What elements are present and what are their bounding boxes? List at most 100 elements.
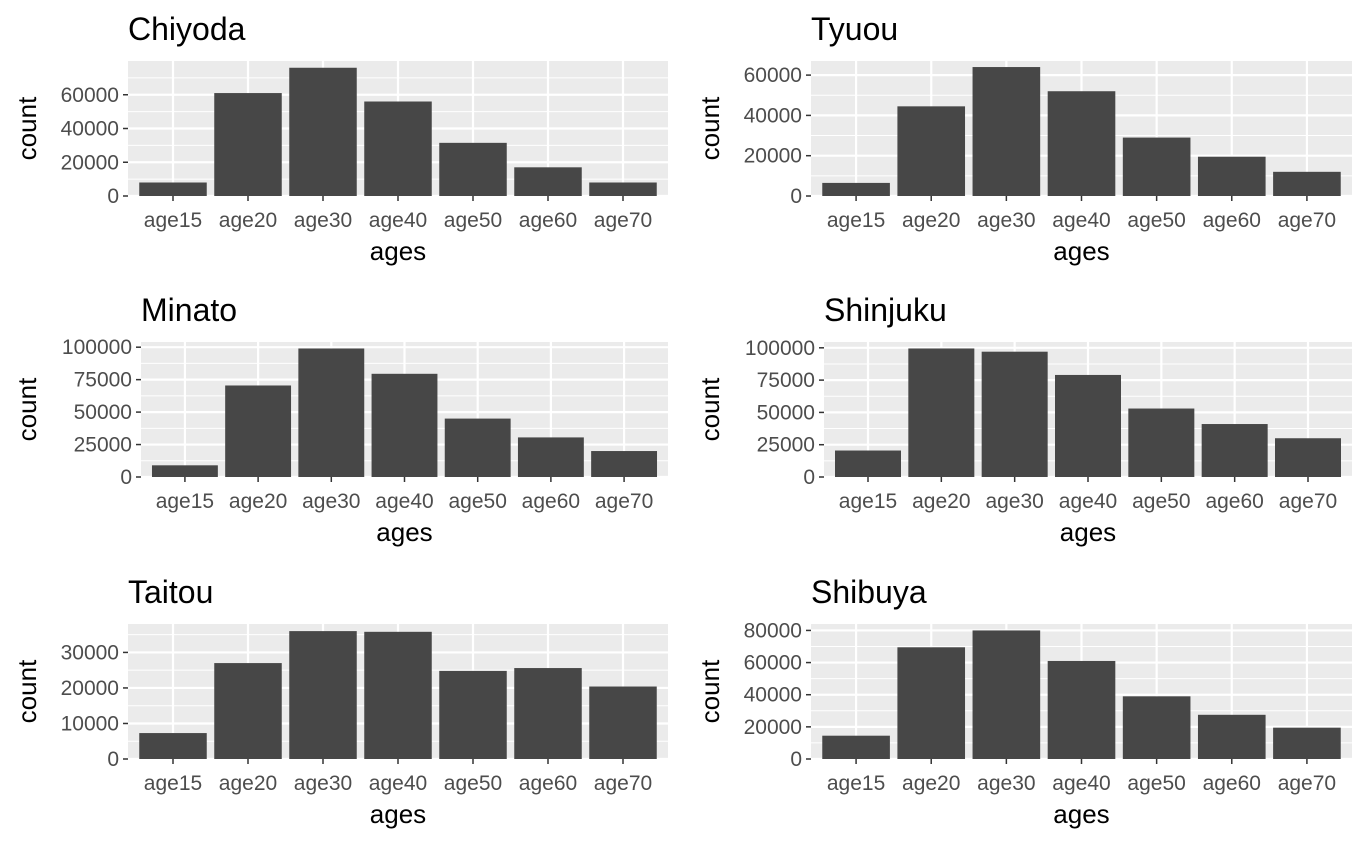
bar-age20 [897,106,966,196]
y-tick-label: 40000 [61,118,119,141]
bar-age50 [1122,137,1191,196]
bar-age20 [214,93,282,196]
bar-age70 [1273,727,1341,759]
x-tick-label: age15 [144,209,202,232]
y-axis-title: count [695,659,725,723]
x-tick-label: age30 [985,490,1043,513]
x-axis-title: ages [1060,517,1116,547]
x-tick-label: age20 [219,772,277,795]
panel-title: Chiyoda [128,11,246,47]
bar-age15 [139,182,207,196]
bar-age30 [972,630,1041,759]
bar-age30 [972,67,1041,197]
x-axis-title: ages [1053,236,1109,266]
y-tick-label: 60000 [744,652,802,675]
x-tick-label: age60 [1205,490,1263,513]
bar-age20 [225,385,292,477]
x-tick-label: age30 [977,772,1035,795]
x-tick-label: age60 [519,209,577,232]
x-tick-label: age20 [912,490,970,513]
bar-age15 [822,735,890,759]
x-tick-label: age50 [444,772,502,795]
y-tick-label: 10000 [61,712,119,735]
x-tick-label: age40 [1052,772,1110,795]
x-tick-label: age30 [302,490,360,513]
x-tick-label: age40 [369,772,427,795]
bar-age50 [444,418,511,477]
bar-age20 [897,647,966,759]
x-tick-label: age30 [294,209,352,232]
panel-shinjuku: Shinjuku 0 25000 50000 75000 100000 age15 age20… [695,292,1352,547]
panel-title: Minato [141,292,237,328]
y-tick-label: 40000 [744,684,802,707]
x-tick-label: age60 [519,772,577,795]
y-tick-label: 20000 [61,677,119,700]
panel-tyuou: Tyuou 0 20000 40000 60000 age15 age20 age30 age4… [695,11,1352,266]
x-tick-label: age15 [144,772,202,795]
bar-age70 [589,686,657,759]
x-tick-label: age15 [839,490,897,513]
y-tick-label: 50000 [757,401,815,424]
bar-age40 [1055,374,1121,477]
bar-age30 [298,348,365,477]
bar-age70 [1275,438,1341,477]
x-axis-title: ages [370,236,426,266]
y-tick-label: 0 [790,185,802,208]
y-tick-label: 0 [107,185,119,208]
x-tick-label: age15 [156,490,214,513]
panel-shibuya: Shibuya 0 20000 40000 60000 80000 age15 age20 ag… [695,574,1352,829]
x-axis-title: ages [370,799,426,829]
y-tick-label: 0 [803,466,815,489]
x-tick-label: age20 [902,772,960,795]
bar-age60 [1197,156,1266,196]
y-tick-label: 50000 [74,401,132,424]
bar-age60 [514,668,582,759]
x-tick-label: age40 [369,209,427,232]
y-tick-label: 60000 [61,84,119,107]
bar-age50 [439,670,507,759]
y-tick-label: 25000 [74,434,132,457]
x-axis-title: ages [376,517,432,547]
y-tick-label: 20000 [744,716,802,739]
y-axis-title: count [695,96,725,160]
y-tick-label: 30000 [61,641,119,664]
y-tick-label: 100000 [745,337,815,360]
x-tick-label: age70 [594,772,652,795]
bar-age50 [439,142,507,196]
y-tick-label: 25000 [757,434,815,457]
bar-age30 [289,67,357,196]
bar-age40 [364,101,432,196]
x-tick-label: age30 [977,209,1035,232]
x-tick-label: age50 [1127,209,1185,232]
bar-age50 [1128,408,1195,477]
x-tick-label: age50 [1132,490,1190,513]
x-tick-label: age70 [1279,490,1337,513]
bar-age20 [908,348,975,477]
bar-age60 [1201,424,1268,477]
y-axis-title: count [695,377,725,441]
x-tick-label: age60 [1203,209,1261,232]
y-tick-label: 80000 [744,619,802,642]
y-axis-title: count [12,659,42,723]
bar-age70 [1273,171,1341,196]
y-axis-title: count [12,377,42,441]
x-tick-label: age40 [1052,209,1110,232]
bar-age60 [517,437,584,477]
x-tick-label: age40 [1059,490,1117,513]
y-tick-label: 40000 [744,104,802,127]
x-tick-label: age50 [1127,772,1185,795]
y-tick-label: 100000 [62,336,132,359]
x-tick-label: age15 [827,209,885,232]
bar-age40 [1047,91,1116,196]
panel-title: Shibuya [811,574,927,610]
x-tick-label: age15 [827,772,885,795]
panel-title: Taitou [128,574,213,610]
panel-chiyoda: Chiyoda 0 20000 40000 60000 age15 age20 age30 ag… [12,11,668,266]
x-tick-label: age20 [219,209,277,232]
y-tick-label: 75000 [74,369,132,392]
bar-age60 [514,167,582,196]
x-tick-label: age20 [902,209,960,232]
y-tick-label: 0 [790,748,802,771]
bar-age30 [289,631,357,759]
